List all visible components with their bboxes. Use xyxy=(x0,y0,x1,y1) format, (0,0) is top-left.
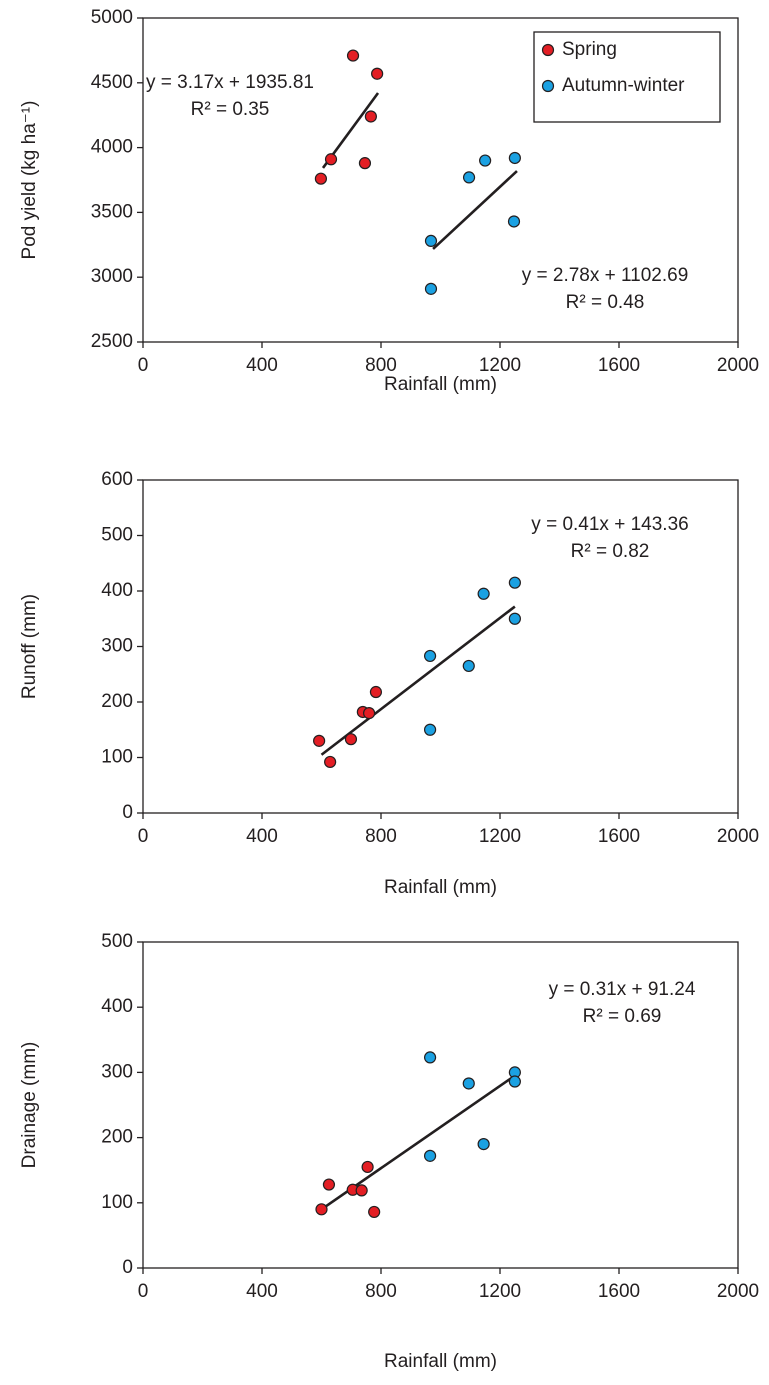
y-tick-label: 200 xyxy=(101,691,133,712)
x-axis-label: Rainfall (mm) xyxy=(384,374,497,395)
x-tick-label: 800 xyxy=(365,1281,397,1302)
x-axis-label: Rainfall (mm) xyxy=(384,877,497,898)
data-point xyxy=(369,685,383,699)
x-tick-label: 0 xyxy=(138,1281,149,1302)
data-point xyxy=(423,1149,437,1162)
data-point xyxy=(508,576,521,589)
trend-line xyxy=(432,170,518,250)
data-point xyxy=(322,1178,336,1191)
x-tick-label: 2000 xyxy=(717,355,759,376)
chart-panel: 0 400 800 1200 1600 2000 0 100 200 300 400 500 Rainf… xyxy=(19,931,759,1372)
data-point xyxy=(479,154,492,167)
y-tick-label: 400 xyxy=(101,580,133,601)
data-point xyxy=(508,1075,521,1088)
y-tick-label: 100 xyxy=(101,1192,133,1213)
annotation: R² = 0.48 xyxy=(566,292,645,313)
data-point xyxy=(358,157,372,170)
y-tick-label: 100 xyxy=(101,747,133,768)
y-tick-label: 4500 xyxy=(91,72,133,93)
x-axis-label: Rainfall (mm) xyxy=(384,1351,497,1372)
x-tick-label: 1600 xyxy=(598,1281,640,1302)
y-tick-label: 500 xyxy=(101,931,133,952)
x-tick-label: 2000 xyxy=(717,1281,759,1302)
data-point xyxy=(363,706,376,720)
x-tick-label: 400 xyxy=(246,826,278,847)
y-tick-label: 500 xyxy=(101,525,133,546)
data-point xyxy=(315,1203,328,1216)
y-tick-label: 400 xyxy=(101,996,133,1017)
legend-marker xyxy=(541,79,555,93)
plot-frame xyxy=(142,17,739,343)
annotation: y = 2.78x + 1102.69 xyxy=(522,265,689,286)
data-point xyxy=(424,234,438,248)
x-tick-label: 800 xyxy=(365,826,397,847)
data-point xyxy=(324,755,337,769)
data-point xyxy=(462,659,475,673)
annotation: y = 3.17x + 1935.81 xyxy=(146,72,314,93)
legend-label: Autumn-winter xyxy=(562,75,685,96)
y-tick-label: 0 xyxy=(122,1257,133,1278)
y-tick-label: 0 xyxy=(122,802,133,823)
plot-frame xyxy=(142,941,739,1269)
data-point xyxy=(361,1160,374,1174)
x-tick-label: 0 xyxy=(138,826,149,847)
data-point xyxy=(314,172,328,185)
annotation: R² = 0.69 xyxy=(583,1006,662,1027)
chart-panel: 0 400 800 1200 1600 2000 0 100 200 300 400 500 600 Ra… xyxy=(19,469,759,898)
data-point xyxy=(371,67,384,80)
chart-panel: 0 400 800 1200 1600 2000 2500 3000 3500 4000 4500 5… xyxy=(19,7,759,395)
x-tick-label: 1200 xyxy=(479,1281,521,1302)
y-tick-label: 200 xyxy=(101,1127,133,1148)
y-tick-label: 5000 xyxy=(91,7,133,28)
x-tick-label: 400 xyxy=(246,355,278,376)
annotation: y = 0.41x + 143.36 xyxy=(531,514,688,535)
data-point xyxy=(368,1205,381,1219)
data-point xyxy=(462,1077,475,1090)
data-point xyxy=(324,153,338,166)
data-point xyxy=(423,723,437,736)
data-point xyxy=(507,215,521,228)
annotation: R² = 0.35 xyxy=(191,99,270,120)
data-point xyxy=(346,49,360,62)
data-point xyxy=(477,1138,490,1151)
x-tick-label: 0 xyxy=(138,355,149,376)
data-point xyxy=(423,649,437,663)
x-tick-label: 1200 xyxy=(479,826,521,847)
legend-marker xyxy=(541,43,555,57)
y-axis-label: Runoff (mm) xyxy=(19,594,40,699)
y-tick-label: 3000 xyxy=(91,266,133,287)
legend-label: Spring xyxy=(562,39,617,60)
data-point xyxy=(508,151,521,165)
legend-box xyxy=(533,31,721,123)
x-tick-label: 400 xyxy=(246,1281,278,1302)
y-tick-label: 3500 xyxy=(91,201,133,222)
y-axis-label: Drainage (mm) xyxy=(19,1042,40,1169)
x-tick-label: 1600 xyxy=(598,355,640,376)
data-point xyxy=(355,1184,368,1197)
x-tick-label: 1600 xyxy=(598,826,640,847)
y-axis-label: Pod yield (kg ha⁻¹) xyxy=(19,101,40,260)
data-point xyxy=(423,1051,437,1064)
data-point xyxy=(477,587,490,600)
x-tick-label: 1200 xyxy=(479,355,521,376)
y-tick-label: 300 xyxy=(101,1061,133,1082)
x-tick-label: 800 xyxy=(365,355,397,376)
data-point xyxy=(344,733,358,746)
trend-line xyxy=(320,605,516,756)
data-point xyxy=(364,110,377,123)
y-tick-label: 600 xyxy=(101,469,133,490)
annotation: y = 0.31x + 91.24 xyxy=(549,979,696,1000)
annotation: R² = 0.82 xyxy=(571,541,650,562)
y-tick-label: 2500 xyxy=(91,331,133,352)
data-point xyxy=(313,734,326,747)
data-point xyxy=(462,171,476,184)
y-tick-label: 300 xyxy=(101,636,133,657)
legend: Spring Autumn-winter xyxy=(533,31,721,123)
x-tick-label: 2000 xyxy=(717,826,759,847)
data-point xyxy=(508,612,521,625)
y-tick-label: 4000 xyxy=(91,137,133,158)
data-point xyxy=(424,282,438,295)
